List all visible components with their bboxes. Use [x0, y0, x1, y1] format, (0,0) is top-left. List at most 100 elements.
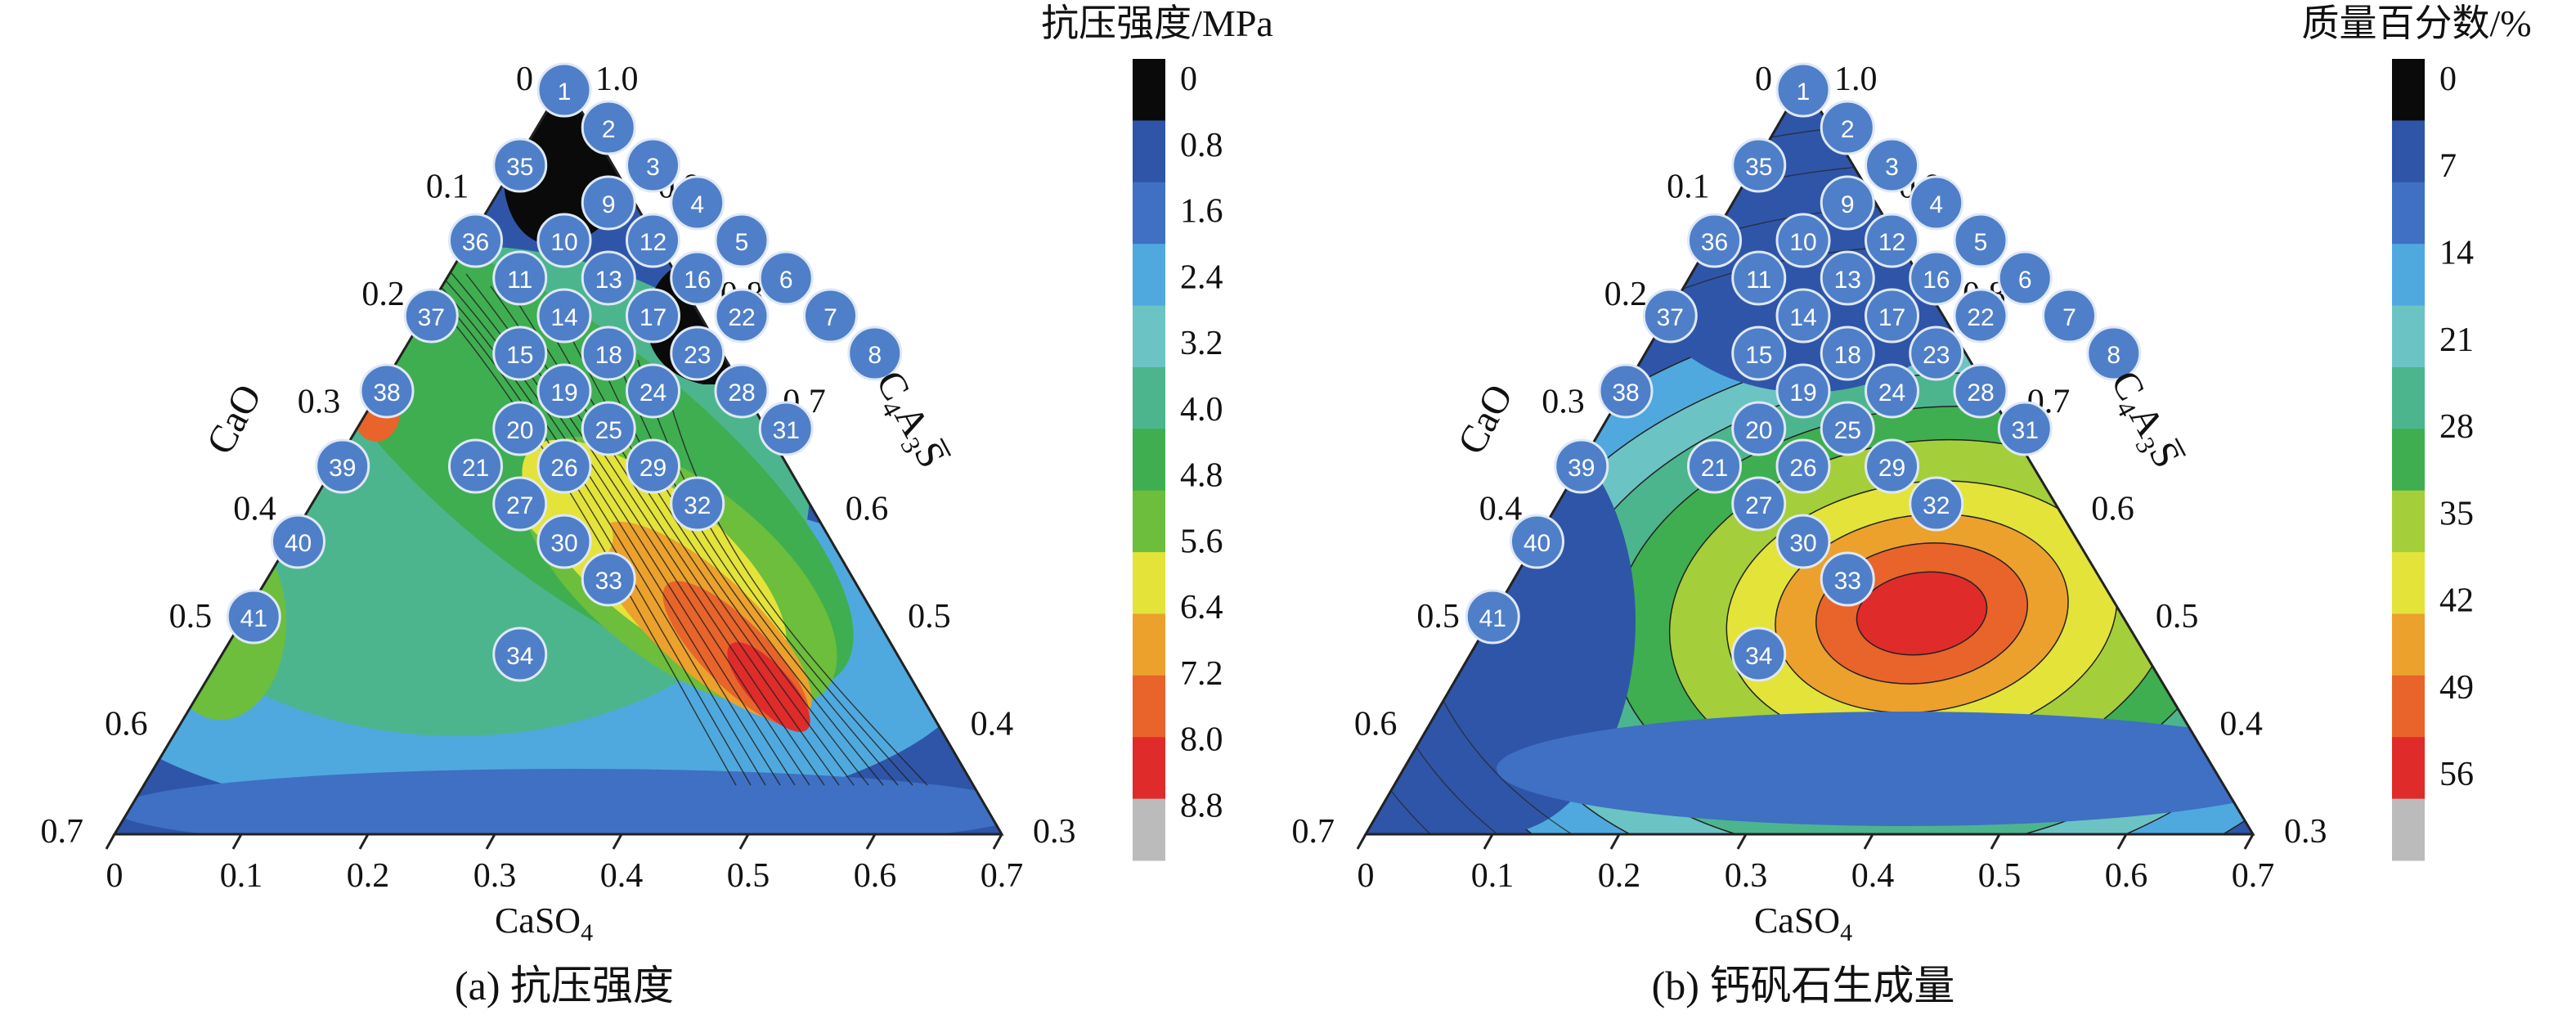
- contour-line: [662, 371, 928, 786]
- sample-point-marker: [714, 288, 770, 344]
- panel-a-caption: (a) 抗压强度: [455, 963, 674, 1008]
- contour-line: [563, 322, 869, 786]
- sample-point: 2: [1820, 100, 1875, 155]
- sample-point-marker: [626, 288, 680, 344]
- sample-point: 8: [2086, 326, 2142, 381]
- sample-point-marker: [1510, 514, 1564, 569]
- x-tick-label: 0.4: [1851, 857, 1895, 895]
- sample-point: 5: [714, 213, 770, 268]
- sample-point-label: 4: [690, 191, 704, 218]
- sample-point-label: 8: [2107, 342, 2120, 369]
- sample-point-marker: [670, 250, 725, 306]
- sample-point-label: 28: [728, 380, 755, 406]
- sample-point-marker: [581, 250, 636, 306]
- x-tick-mark: [992, 833, 1003, 850]
- colorbar-swatch: [1133, 305, 1165, 368]
- sample-point-label: 7: [824, 304, 837, 331]
- panel-b-colorbar: 质量百分数/% 0 7 14 21 28 35 42 49 56: [2301, 2, 2532, 861]
- panel-b-right-axis-label: C4A3S̅: [2098, 364, 2189, 478]
- sample-point: 17: [1865, 288, 1919, 344]
- sample-point-marker: [1731, 250, 1787, 306]
- sample-point: 40: [1510, 514, 1564, 569]
- sample-point-label: 12: [1878, 229, 1905, 256]
- colorbar-swatch: [1133, 59, 1165, 121]
- sample-point-marker: [1909, 476, 1964, 532]
- sample-point: 22: [714, 288, 770, 344]
- sample-point: 3: [1865, 137, 1919, 193]
- colorbar-swatch: [1133, 737, 1165, 800]
- right-tick-label: 0.3: [2284, 813, 2327, 851]
- left-tick-label: 0.4: [1479, 491, 1523, 528]
- sample-point-marker: [626, 363, 680, 419]
- sample-point-marker: [1865, 213, 1919, 268]
- sample-point: 30: [536, 514, 592, 569]
- sample-point: 14: [536, 288, 592, 344]
- right-tick-label: 1.0: [595, 61, 639, 98]
- sample-point: 19: [536, 363, 592, 419]
- colorbar-tick-label: 6.4: [1180, 589, 1223, 627]
- panel-b-left-axis-label: CaO: [1449, 377, 1521, 461]
- sample-point: 15: [1731, 326, 1787, 381]
- left-tick-label: 0.7: [41, 813, 84, 851]
- left-tick-label: 0.3: [298, 383, 341, 420]
- sample-point: 32: [1909, 476, 1964, 532]
- sample-point-label: 41: [1479, 605, 1506, 632]
- sample-point-label: 5: [1974, 229, 1988, 256]
- sample-point-label: 30: [1789, 530, 1816, 557]
- sample-point: 22: [1953, 288, 2008, 344]
- sample-point-marker: [758, 250, 814, 306]
- colorbar-tick-label: 28: [2439, 408, 2474, 446]
- sample-point: 25: [581, 401, 636, 456]
- sample-point: 40: [271, 514, 325, 569]
- sample-point-marker: [1820, 401, 1875, 456]
- left-tick-label: 0.1: [1667, 168, 1710, 205]
- sample-point-label: 23: [684, 342, 711, 369]
- sample-point-label: 23: [1923, 342, 1950, 369]
- sample-point-marker: [626, 137, 680, 193]
- sample-point-label: 36: [462, 229, 489, 256]
- sample-point-label: 18: [595, 342, 622, 369]
- sample-point-label: 40: [285, 530, 312, 557]
- sample-point-marker: [492, 326, 548, 381]
- sample-point: 4: [1909, 175, 1964, 231]
- sample-point-marker: [271, 514, 325, 569]
- sample-point-marker: [1953, 363, 2008, 419]
- sample-point-marker: [536, 363, 592, 419]
- sample-point: 7: [2042, 288, 2097, 344]
- sample-point-label: 33: [1834, 568, 1861, 595]
- sample-point-label: 6: [779, 267, 793, 294]
- x-tick-mark: [1990, 833, 2001, 850]
- sample-point-marker: [1465, 589, 1520, 644]
- sample-point: 1: [1775, 62, 1831, 118]
- panel-a-right-axis-label: C4A3S̅: [864, 364, 954, 478]
- contour-line: [441, 261, 796, 786]
- sample-point-label: 13: [1834, 267, 1861, 294]
- sample-point: 12: [626, 213, 680, 268]
- panel-a-x-axis-label: CaSO4: [495, 900, 593, 946]
- sample-point-label: 15: [506, 342, 533, 369]
- x-tick-mark: [865, 833, 877, 850]
- sample-point: 29: [626, 438, 680, 494]
- panel-b-x-axis-label: CaSO4: [1754, 900, 1852, 946]
- sample-point-marker: [1775, 514, 1831, 569]
- left-tick-label: 0.3: [1542, 383, 1585, 420]
- sample-point-label: 8: [868, 342, 882, 369]
- panel-b-ettringite-content: 0 0.1 0.2 0.3 0.4 0.5 0.6 0.7 0 0.1 0.2 0.3 0.4 0.5 0.…: [1292, 61, 2327, 1008]
- x-tick-mark: [231, 833, 243, 850]
- sample-point-marker: [758, 401, 814, 456]
- contour-band: [727, 642, 810, 732]
- colorbar-swatch: [1133, 490, 1165, 553]
- sample-point: 35: [1731, 137, 1787, 193]
- sample-point: 35: [492, 137, 548, 193]
- sample-point-label: 28: [1967, 380, 1994, 406]
- colorbar-tick-label: 14: [2439, 235, 2474, 272]
- sample-point-marker: [1775, 438, 1831, 494]
- sample-point-marker: [536, 438, 592, 494]
- sample-point-label: 31: [773, 417, 800, 444]
- panel-a-colorbar: 抗压强度/MPa 0 0.8 1.6 2.4 3.2 4.0 4.8 5.6 6.4 7.2 8.0 8…: [1041, 2, 1273, 861]
- sample-point-label: 11: [1746, 267, 1771, 294]
- sample-point-marker: [581, 100, 636, 155]
- sample-point-marker: [1865, 288, 1919, 344]
- left-tick-label: 0.4: [233, 491, 276, 528]
